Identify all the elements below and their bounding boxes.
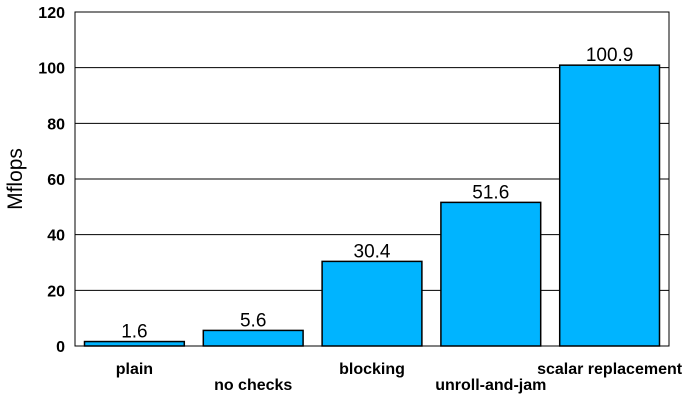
x-category-label: unroll-and-jam [435,377,546,394]
data-label: 1.6 [121,322,147,343]
bar-blocking [321,260,423,347]
bar-unroll-and-jam [440,201,542,347]
data-labels: 1.6 5.6 30.4 51.6 100.9 [121,45,633,342]
y-tick-label: 80 [47,116,65,133]
data-label: 100.9 [586,45,634,66]
x-category-label: scalar replacement [537,361,683,378]
bar-no-checks [202,329,304,347]
data-label: 30.4 [354,241,391,262]
y-tick-label: 60 [47,172,65,189]
data-label: 51.6 [472,182,509,203]
x-category-labels: plain no checks blocking unroll-and-jamscal… [116,361,683,394]
plot-frame [74,11,670,347]
x-category-label: plain [116,361,153,378]
x-category-label: blocking [339,361,405,378]
bar-scalar-replacement [558,64,661,347]
bars [83,64,661,347]
data-label: 5.6 [240,310,266,331]
y-tick-labels: 0 20 40 60 80 100 120 [38,5,65,356]
y-axis-title: Mflops [4,148,27,210]
y-tick-label: 120 [38,5,65,22]
x-category-label: no checks [214,377,292,394]
y-tick-label: 0 [56,339,65,356]
y-tick-label: 20 [47,283,65,300]
y-tick-label: 40 [47,228,65,245]
y-tick-label: 100 [38,61,65,78]
